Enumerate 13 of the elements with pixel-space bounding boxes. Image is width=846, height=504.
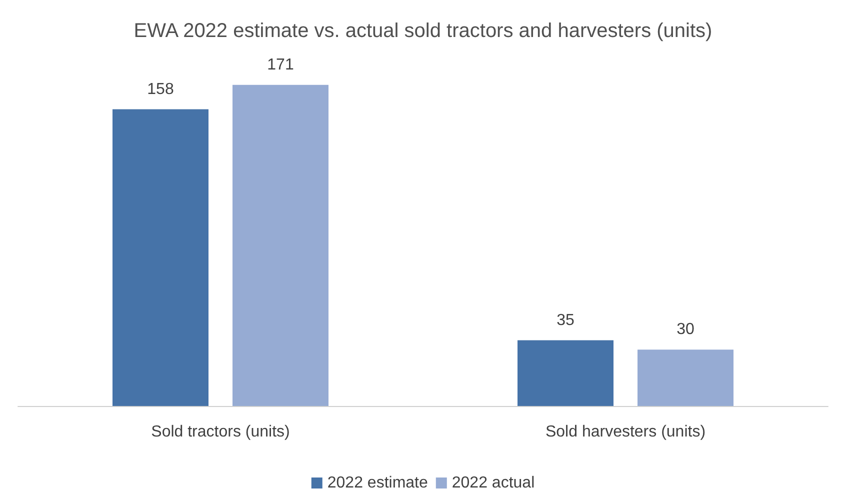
data-label: 158 (147, 80, 174, 98)
data-label: 30 (676, 321, 694, 338)
bar (112, 109, 208, 406)
bar (232, 84, 328, 406)
data-label: 35 (556, 312, 574, 329)
bar (638, 350, 734, 406)
data-label: 171 (267, 56, 294, 74)
legend-label: 2022 actual (452, 474, 535, 492)
chart-title: EWA 2022 estimate vs. actual sold tractors and harvesters (units) (134, 20, 712, 42)
x-tick-label: Sold tractors (units) (151, 424, 290, 440)
bar (518, 340, 614, 406)
x-tick-label: Sold harvesters (units) (545, 424, 706, 440)
legend-label: 2022 estimate (327, 474, 428, 492)
